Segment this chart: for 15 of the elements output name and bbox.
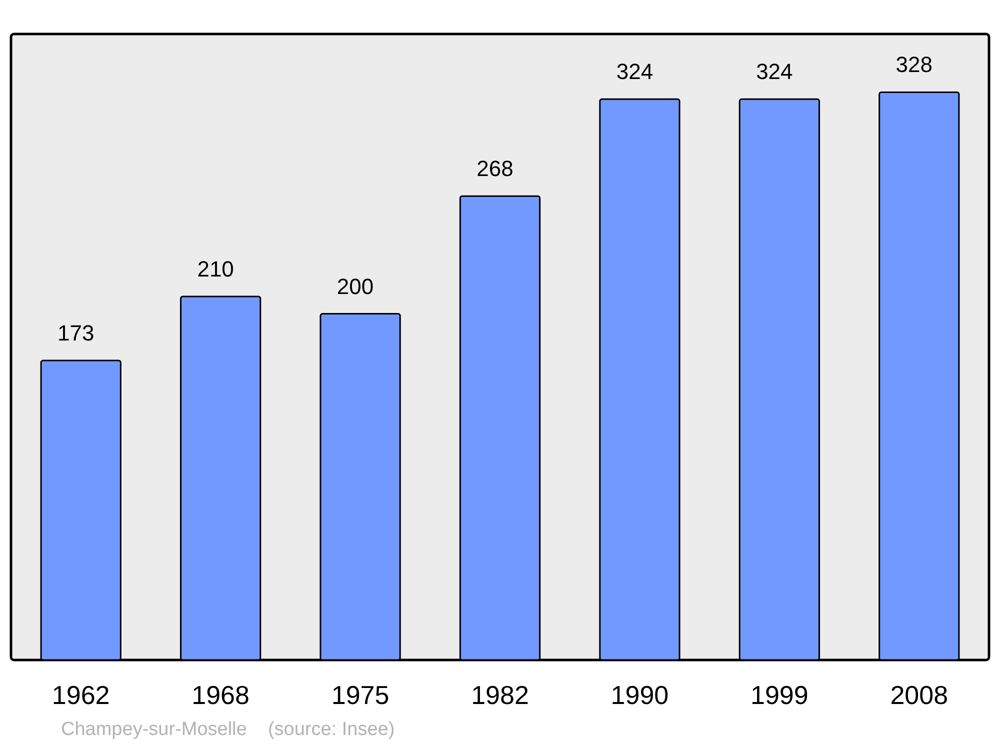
x-tick-label: 1999	[750, 680, 808, 710]
data-label: 324	[756, 59, 793, 84]
x-tick-label: 1990	[610, 680, 669, 710]
data-label: 200	[336, 274, 374, 299]
text: Champey-sur-Moselle (source: Insee)	[61, 719, 395, 740]
data-label: 173	[58, 320, 94, 346]
x-tick-label: 1968	[192, 680, 250, 710]
data-label: 324	[616, 59, 654, 84]
x-tick-label: 2008	[890, 680, 948, 710]
x-tick-label: 1962	[52, 680, 110, 710]
x-tick-label: 1975	[331, 680, 390, 710]
x-tick-label: 1982	[471, 680, 529, 710]
data-label: 268	[476, 156, 514, 182]
data-label: 328	[896, 52, 932, 78]
data-label: 210	[197, 256, 234, 282]
